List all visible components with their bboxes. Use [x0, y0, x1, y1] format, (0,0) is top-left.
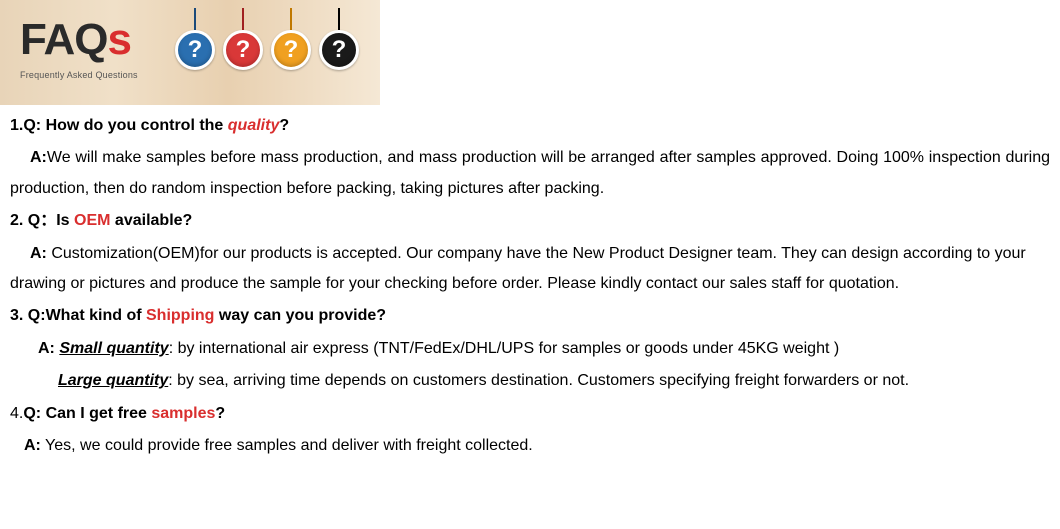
q4-suffix: ?	[215, 405, 225, 422]
q1-highlight: quality	[228, 117, 280, 134]
a3-large-body: : by sea, arriving time depends on custo…	[168, 372, 909, 389]
q2-prefix: 2. Q：Is	[10, 212, 74, 229]
q2-highlight: OEM	[74, 212, 110, 229]
a4-prefix: A:	[24, 437, 41, 454]
qmark-hang: ?	[223, 8, 263, 70]
faq-a2: A: Customization(OEM)for our products is…	[10, 239, 1050, 300]
faq-q2: 2. Q：Is OEM available?	[10, 206, 1050, 236]
q3-highlight: Shipping	[146, 307, 214, 324]
a3-prefix: A:	[38, 340, 59, 357]
banner-title-main: FAQ	[20, 15, 107, 64]
faq-q3: 3. Q:What kind of Shipping way can you p…	[10, 301, 1050, 331]
q1-prefix: 1.Q: How do you control the	[10, 117, 228, 134]
question-mark-icon: ?	[319, 30, 359, 70]
faq-a3-large: Large quantity: by sea, arriving time de…	[10, 366, 1050, 396]
q4-highlight: samples	[151, 405, 215, 422]
faq-a3-small: A: Small quantity: by international air …	[10, 334, 1050, 364]
qmark-hang: ?	[271, 8, 311, 70]
faq-content: 1.Q: How do you control the quality? A:W…	[0, 105, 1060, 473]
q1-suffix: ?	[279, 117, 289, 134]
a3-large-label: Large quantity	[58, 372, 168, 389]
banner-title-s: s	[107, 15, 130, 64]
a2-body: Customization(OEM)for our products is ac…	[10, 245, 1026, 292]
a3-small-body: : by international air express (TNT/FedE…	[169, 340, 840, 357]
qmark-hang: ?	[175, 8, 215, 70]
faq-a4: A: Yes, we could provide free samples an…	[10, 431, 1050, 461]
q3-prefix: 3. Q:What kind of	[10, 307, 146, 324]
q2-suffix: available?	[110, 212, 192, 229]
question-mark-icon: ?	[175, 30, 215, 70]
question-mark-icon: ?	[271, 30, 311, 70]
qmark-hang: ?	[319, 8, 359, 70]
qmark-row: ????	[175, 8, 359, 70]
q4-num: 4.	[10, 405, 23, 422]
faq-q1: 1.Q: How do you control the quality?	[10, 111, 1050, 141]
question-mark-icon: ?	[223, 30, 263, 70]
a2-prefix: A:	[30, 245, 47, 262]
q3-suffix: way can you provide?	[214, 307, 386, 324]
faq-banner: FAQs Frequently Asked Questions ????	[0, 0, 380, 105]
a1-prefix: A:	[30, 149, 47, 166]
a4-body: Yes, we could provide free samples and d…	[41, 437, 533, 454]
faq-q4: 4.Q: Can I get free samples?	[10, 399, 1050, 429]
faq-a1: A:We will make samples before mass produ…	[10, 143, 1050, 204]
a3-small-label: Small quantity	[59, 340, 168, 357]
banner-title: FAQs	[20, 18, 131, 62]
a1-body: We will make samples before mass product…	[10, 149, 1050, 196]
q4-q: Q: Can I get free	[23, 405, 151, 422]
